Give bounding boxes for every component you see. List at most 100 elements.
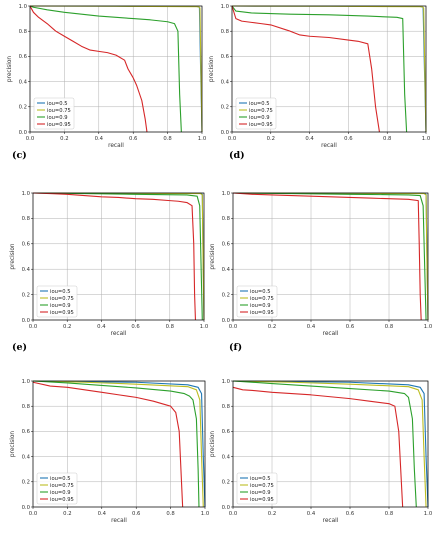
x-tick-label: 0.0 — [228, 136, 237, 142]
y-tick-label: 1.0 — [222, 191, 231, 197]
x-tick-label: 0.4 — [95, 136, 104, 142]
x-axis-label: recall — [323, 331, 339, 337]
series-line — [232, 386, 404, 508]
x-tick-label: 0.8 — [166, 511, 175, 517]
series-line — [232, 380, 427, 508]
y-tick-label: 0.6 — [22, 429, 31, 435]
x-tick-label: 0.6 — [129, 136, 138, 142]
y-tick-label: 0.2 — [22, 292, 30, 298]
legend-entry: iou=0.75 — [250, 483, 274, 489]
y-axis-label: precision — [7, 56, 13, 82]
x-tick-label: 1.0 — [201, 511, 210, 517]
x-tick-label: 0.2 — [63, 511, 71, 517]
x-tick-label: 1.0 — [424, 324, 433, 330]
y-tick-label: 0.6 — [222, 242, 231, 248]
x-tick-label: 0.8 — [163, 136, 172, 142]
chart-panel: 0.0 0.2 0.4 0.6 0.8 1.0 0.0 0.2 0.4 0.6 0.8 1.0 reca… — [210, 191, 433, 337]
x-tick-label: 0.2 — [268, 511, 276, 517]
legend-entry: iou=0.9 — [249, 115, 270, 121]
y-tick-label: 0.6 — [22, 242, 31, 248]
plot-frame — [32, 192, 205, 321]
y-tick-label: 1.0 — [22, 191, 31, 197]
x-tick-label: 0.8 — [166, 324, 175, 330]
x-tick-label: 0.4 — [305, 136, 314, 142]
series-line — [32, 380, 200, 508]
legend-entry: iou=0.95 — [249, 122, 273, 128]
y-axis-label: precision — [209, 56, 215, 82]
y-tick-label: 0.0 — [222, 505, 231, 511]
y-axis-label: precision — [10, 243, 16, 269]
x-tick-label: 0.2 — [63, 324, 71, 330]
x-tick-label: 0.4 — [98, 511, 107, 517]
legend-entry: iou=0.5 — [250, 476, 271, 482]
x-tick-label: 0.0 — [229, 324, 238, 330]
x-axis-label: recall — [108, 143, 124, 149]
y-tick-label: 0.2 — [221, 105, 229, 111]
chart-panel: 0.0 0.2 0.4 0.6 0.8 1.0 0.0 0.2 0.4 0.6 0.8 1.0 reca… — [209, 4, 431, 149]
x-tick-label: 0.8 — [385, 324, 394, 330]
x-tick-label: 1.0 — [424, 511, 433, 517]
x-tick-label: 0.8 — [383, 136, 392, 142]
chart-panel: 0.0 0.2 0.4 0.6 0.8 1.0 0.0 0.2 0.4 0.6 0.8 1.0 reca… — [10, 191, 209, 337]
y-axis-label: precision — [10, 431, 16, 457]
x-axis-label: recall — [111, 331, 127, 337]
legend-entry: iou=0.9 — [250, 490, 271, 496]
y-tick-label: 0.0 — [22, 505, 31, 511]
legend-entry: iou=0.9 — [47, 115, 68, 121]
x-axis-label: recall — [323, 518, 339, 524]
legend-entry: iou=0.95 — [250, 497, 274, 503]
panel-letter: (e) — [12, 342, 27, 353]
x-tick-label: 0.6 — [344, 136, 353, 142]
y-tick-label: 0.4 — [221, 79, 230, 85]
y-tick-label: 0.8 — [22, 404, 31, 410]
y-tick-label: 1.0 — [19, 4, 28, 10]
chart-panel: 0.0 0.2 0.4 0.6 0.8 1.0 0.0 0.2 0.4 0.6 0.8 1.0 reca… — [210, 379, 433, 524]
chart-panel: 0.0 0.2 0.4 0.6 0.8 1.0 0.0 0.2 0.4 0.6 0.8 1.0 reca… — [7, 4, 207, 149]
legend-entry: iou=0.9 — [50, 490, 71, 496]
x-tick-label: 0.6 — [132, 511, 141, 517]
legend-entry: iou=0.95 — [250, 310, 274, 316]
y-tick-label: 0.2 — [222, 292, 230, 298]
y-tick-label: 0.8 — [221, 29, 230, 35]
x-tick-label: 0.6 — [131, 324, 140, 330]
y-axis-label: precision — [210, 243, 216, 269]
y-tick-label: 0.4 — [19, 79, 28, 85]
plot-frame — [231, 5, 427, 133]
legend-entry: iou=0.5 — [47, 101, 68, 107]
x-tick-label: 0.4 — [307, 324, 316, 330]
legend-entry: iou=0.95 — [50, 497, 74, 503]
legend-entry: iou=0.75 — [250, 296, 274, 302]
y-tick-label: 1.0 — [221, 4, 230, 10]
panel-letter: (c) — [12, 150, 27, 161]
series-line — [231, 5, 408, 133]
x-axis-label: recall — [111, 518, 127, 524]
plot-frame — [32, 380, 206, 508]
series-line — [232, 192, 427, 321]
x-tick-label: 0.0 — [29, 324, 38, 330]
x-axis-label: recall — [321, 143, 337, 149]
legend-entry: iou=0.95 — [47, 122, 71, 128]
x-tick-label: 0.6 — [346, 511, 355, 517]
legend-entry: iou=0.5 — [250, 289, 271, 295]
x-tick-label: 0.0 — [26, 136, 35, 142]
series-line — [32, 381, 184, 508]
y-tick-label: 0.6 — [222, 429, 231, 435]
legend-entry: iou=0.9 — [50, 303, 71, 309]
x-tick-label: 0.0 — [229, 511, 238, 517]
y-tick-label: 0.0 — [222, 318, 231, 324]
y-tick-label: 0.4 — [222, 267, 231, 273]
plot-frame — [232, 380, 429, 508]
series-line — [231, 5, 380, 133]
y-tick-label: 0.0 — [221, 130, 230, 136]
legend-box — [236, 472, 278, 505]
legend-entry: iou=0.75 — [50, 483, 74, 489]
y-tick-label: 0.8 — [19, 29, 28, 35]
y-tick-label: 0.8 — [22, 216, 31, 222]
y-tick-label: 0.2 — [19, 105, 27, 111]
legend-entry: iou=0.5 — [249, 101, 270, 107]
x-tick-label: 0.2 — [267, 136, 275, 142]
y-tick-label: 0.6 — [221, 54, 230, 60]
series-line — [32, 380, 206, 508]
x-tick-label: 0.0 — [29, 511, 38, 517]
